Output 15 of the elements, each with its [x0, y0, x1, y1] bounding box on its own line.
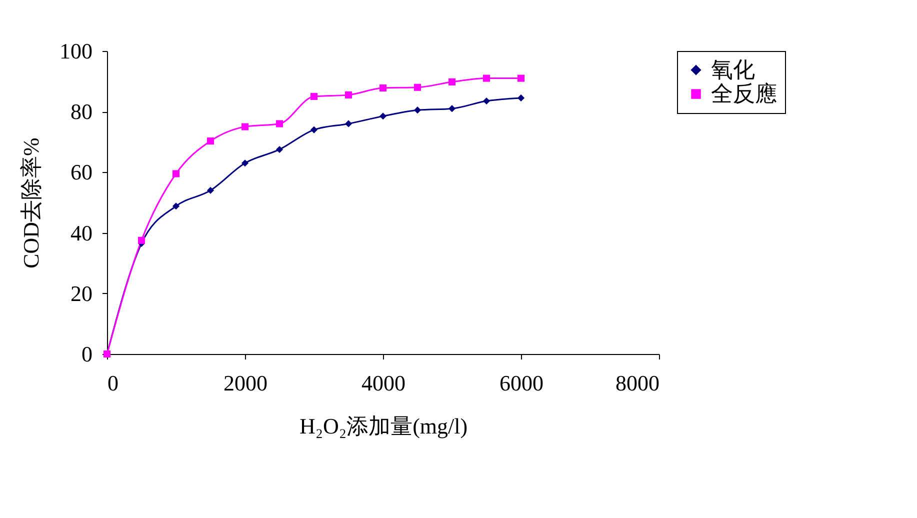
x-axis-title: H₂O₂添加量(mg/l) [299, 414, 468, 438]
y-tick-label: 60 [70, 160, 92, 185]
y-tick-label: 0 [82, 342, 92, 366]
y-tick-label: 100 [60, 38, 92, 64]
legend-label: 氧化 [711, 57, 755, 82]
x-tick-label: 8000 [616, 370, 660, 396]
legend-label: 全反應 [711, 81, 777, 106]
y-tick-label: 40 [70, 220, 92, 246]
x-tick-label: 0 [108, 370, 118, 396]
y-tick-label: 20 [70, 280, 92, 306]
x-tick-label: 6000 [500, 370, 544, 396]
y-tick-label: 80 [70, 99, 92, 124]
x-tick-label: 2000 [224, 370, 268, 396]
x-tick-label: 4000 [362, 370, 406, 396]
y-axis-title: COD去除率% [18, 138, 44, 268]
